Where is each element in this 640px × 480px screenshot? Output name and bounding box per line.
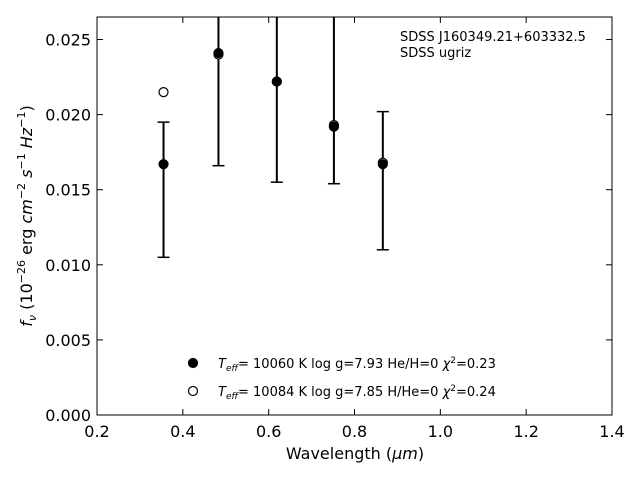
legend-marker-filled	[187, 357, 199, 369]
x-tick-label: 1.4	[599, 422, 624, 441]
point-model-filled	[271, 76, 282, 87]
legend-entry-1: Teff= 10060 K log g=7.93 He/H=0 χ2=0.23	[218, 356, 496, 374]
x-tick-label: 0.2	[84, 422, 109, 441]
legend-entry-2: Teff= 10084 K log g=7.85 H/He=0 χ2=0.24	[218, 384, 496, 402]
y-axis-ticks: 0.000 0.005 0.010 0.015 0.020 0.025	[45, 31, 612, 425]
y-axis-label: fν (10−26 erg cm−2 s−1 Hz−1)	[15, 105, 39, 326]
x-tick-label: 0.8	[342, 422, 367, 441]
legend-entry-1-text: = 10060 K log g=7.93 He/H=0	[238, 357, 443, 372]
point-model-filled	[328, 121, 339, 132]
object-name: SDSS J160349.21+603332.5	[400, 30, 586, 45]
y-tick-label: 0.025	[45, 31, 91, 50]
legend-entry-1-chi: =0.23	[456, 357, 496, 372]
x-tick-label: 0.4	[170, 422, 195, 441]
y-tick-label: 0.020	[45, 106, 91, 125]
x-axis-ticks: 0.2 0.4 0.6 0.8 1.0 1.2 1.4	[84, 17, 625, 441]
x-axis-label: Wavelength (μm)	[286, 444, 424, 463]
plot-frame	[96, 16, 613, 416]
x-tick-label: 1.0	[428, 422, 453, 441]
data-points	[158, 47, 388, 170]
legend-marker-open	[187, 385, 199, 397]
x-tick-label: 1.2	[513, 422, 538, 441]
y-tick-label: 0.015	[45, 181, 91, 200]
y-tick-label: 0.010	[45, 256, 91, 275]
error-bars	[157, 17, 389, 259]
point-model-open	[158, 86, 169, 98]
legend-entry-2-text: = 10084 K log g=7.85 H/He=0	[238, 385, 443, 400]
x-axis-label-prefix: Wavelength (	[286, 444, 392, 463]
survey-name: SDSS ugriz	[400, 46, 471, 61]
y-tick-label: 0.005	[45, 331, 91, 350]
x-axis-label-suffix: )	[418, 444, 424, 463]
point-model-filled	[377, 159, 388, 170]
x-tick-label: 0.6	[256, 422, 281, 441]
legend: Teff= 10060 K log g=7.93 He/H=0 χ2=0.23 …	[187, 356, 496, 402]
x-axis-label-unit: μm	[391, 444, 418, 463]
point-model-filled	[213, 47, 224, 59]
point-model-filled	[158, 159, 169, 170]
y-tick-label: 0.000	[45, 406, 91, 425]
legend-entry-2-chi: =0.24	[456, 385, 496, 400]
